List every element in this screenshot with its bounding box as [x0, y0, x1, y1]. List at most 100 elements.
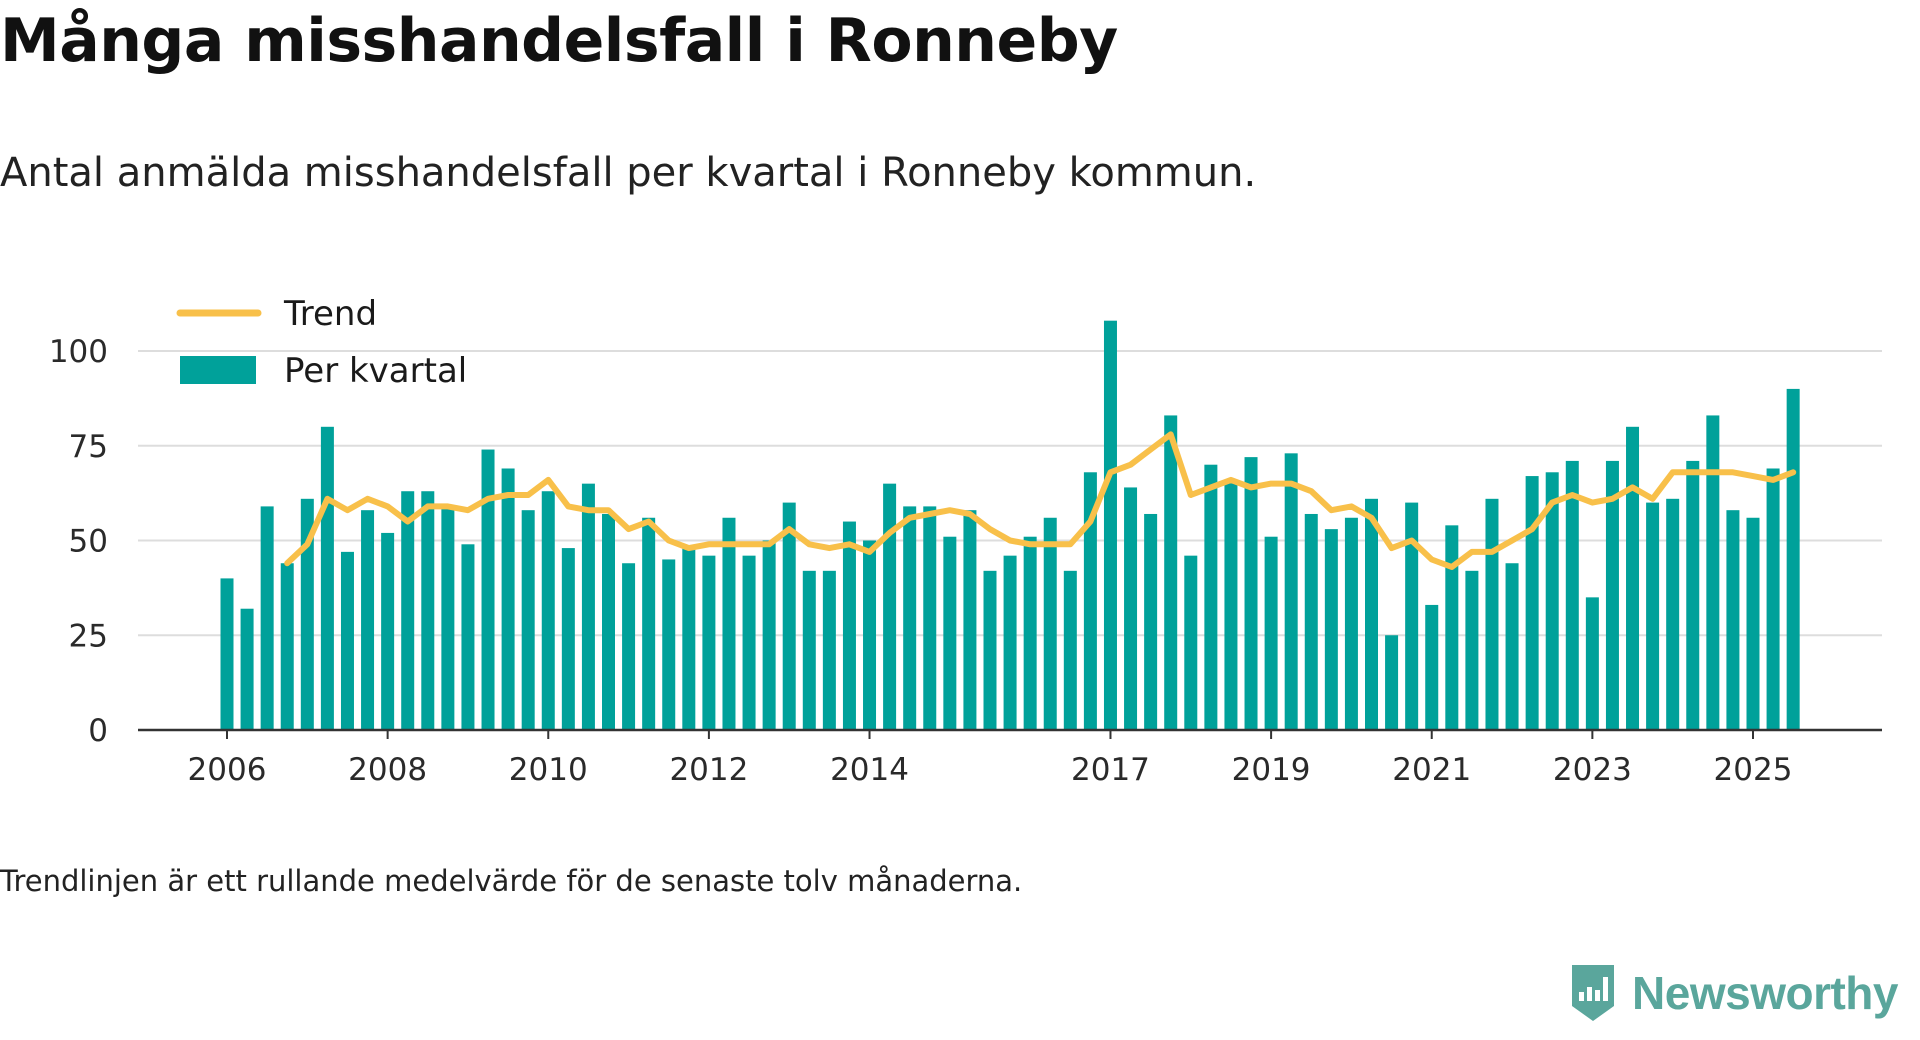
bar: [401, 491, 415, 730]
x-tick-label: 2019: [1232, 752, 1311, 788]
bar: [1666, 498, 1680, 730]
bar: [1626, 426, 1640, 730]
x-tick-label: 2021: [1392, 752, 1471, 788]
bar: [722, 517, 736, 730]
bar: [1605, 460, 1619, 730]
bar: [340, 551, 354, 730]
bar: [1646, 502, 1660, 730]
bar: [602, 513, 615, 730]
bar: [1565, 460, 1579, 730]
bar: [1304, 513, 1318, 730]
bar: [280, 563, 294, 730]
bar: [983, 570, 997, 730]
bar: [1224, 479, 1238, 730]
bar: [762, 540, 776, 730]
bar: [1766, 468, 1780, 730]
bar: [220, 578, 234, 730]
y-tick-label: 0: [88, 713, 108, 749]
bar: [682, 548, 696, 730]
bar: [1726, 510, 1740, 730]
bar: [1405, 502, 1419, 730]
bar: [1585, 597, 1599, 730]
x-tick-label: 2017: [1071, 752, 1150, 788]
bar: [782, 502, 796, 730]
bar: [642, 517, 656, 730]
bar: [421, 491, 435, 730]
x-tick-label: 2010: [509, 752, 588, 788]
newsworthy-brand[interactable]: Newsworthy: [1568, 962, 1898, 1024]
legend-bar-swatch: [180, 356, 256, 384]
bar: [481, 449, 495, 730]
x-tick-label: 2023: [1553, 752, 1632, 788]
bar: [883, 483, 897, 730]
bar: [461, 544, 475, 730]
bar: [1023, 536, 1037, 730]
bar: [1746, 517, 1760, 730]
bar: [240, 608, 254, 730]
bar: [1706, 415, 1720, 730]
x-tick-label: 2014: [830, 752, 909, 788]
bar: [1505, 563, 1519, 730]
trend-line: [284, 431, 1797, 570]
bar: [1164, 415, 1178, 730]
bar: [1686, 460, 1700, 730]
bar: [320, 426, 334, 730]
bar: [1445, 525, 1459, 730]
y-tick-label: 100: [49, 334, 108, 370]
bar: [361, 510, 375, 730]
bar: [923, 506, 937, 730]
y-tick-label: 50: [69, 524, 108, 560]
bar: [742, 555, 756, 730]
footnote: Trendlinjen är ett rullande medelvärde f…: [0, 864, 1023, 898]
legend-trend-label: Trend: [283, 294, 377, 334]
bar: [1103, 320, 1117, 730]
bar: [260, 506, 274, 730]
bar: [1344, 517, 1358, 730]
bar: [300, 498, 314, 730]
bar: [561, 548, 575, 730]
bar: [1365, 498, 1378, 730]
bar: [702, 555, 716, 730]
bar: [541, 491, 555, 730]
brand-name: Newsworthy: [1632, 967, 1898, 1019]
bar: [381, 532, 395, 730]
bar: [943, 536, 957, 730]
bar: [1385, 635, 1399, 730]
bar: [1545, 472, 1559, 730]
bar: [441, 506, 455, 730]
x-tick-label: 2025: [1714, 752, 1793, 788]
bar: [863, 540, 877, 730]
y-tick-label: 75: [69, 429, 108, 465]
bar: [822, 570, 836, 730]
bar: [1324, 529, 1338, 730]
bar: [581, 483, 595, 730]
bar: [1204, 464, 1218, 730]
bar: [1284, 453, 1298, 730]
bar: [662, 559, 676, 730]
bar: [1485, 498, 1499, 730]
bar: [802, 570, 816, 730]
legend-bar-label: Per kvartal: [284, 351, 467, 391]
bar: [1425, 604, 1439, 730]
newsworthy-logo-icon: [1572, 965, 1615, 1021]
x-tick-label: 2006: [188, 752, 267, 788]
bar: [1184, 555, 1198, 730]
bar: [1043, 517, 1057, 730]
bar: [842, 521, 856, 730]
bar: [1144, 513, 1158, 730]
bar: [963, 510, 977, 730]
bar: [1525, 476, 1539, 730]
chart-subtitle: Antal anmälda misshandelsfall per kvarta…: [0, 150, 1257, 196]
x-tick-label: 2012: [669, 752, 748, 788]
bar: [1465, 570, 1479, 730]
bar: [1063, 570, 1077, 730]
bar-line-chart: 0 25 50 75 100 2006 2008 2010 2012 2014 2017 2019 20…: [49, 294, 1882, 788]
chart-title: Många misshandelsfall i Ronneby: [0, 6, 1118, 76]
bar: [1264, 536, 1278, 730]
bar: [1786, 388, 1800, 730]
bar: [1083, 472, 1097, 730]
bar: [521, 510, 535, 730]
bar: [622, 563, 636, 730]
bar: [1124, 487, 1138, 730]
bar: [903, 506, 917, 730]
